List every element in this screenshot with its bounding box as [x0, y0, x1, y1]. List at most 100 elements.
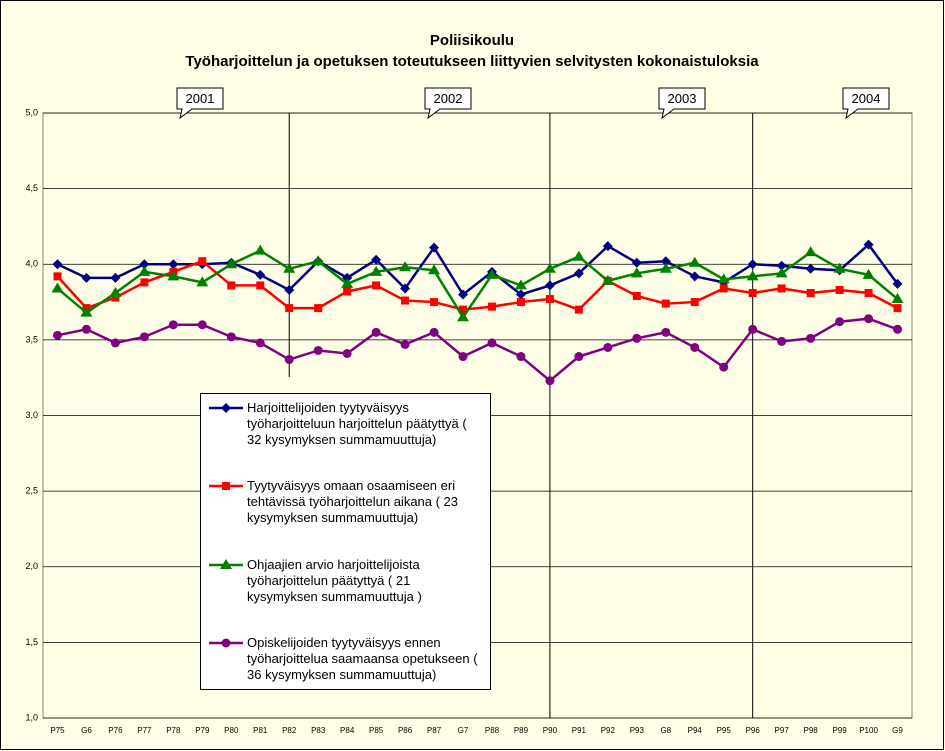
marker: [226, 332, 236, 342]
callout-box: [842, 87, 890, 120]
marker: [285, 304, 294, 313]
x-tick-label: G9: [892, 726, 903, 735]
x-tick-label: P80: [224, 726, 239, 735]
marker: [631, 257, 642, 268]
marker: [603, 342, 613, 352]
marker: [690, 298, 699, 307]
legend-item: Opiskelijoiden tyytyväisyys ennen työhar…: [209, 635, 480, 683]
legend: Harjoittelijoiden tyytyväisyys työharjoi…: [200, 393, 491, 690]
marker: [835, 317, 845, 327]
marker: [400, 339, 410, 349]
marker: [717, 273, 730, 284]
marker: [543, 262, 556, 273]
marker: [573, 268, 584, 279]
marker: [863, 239, 874, 250]
marker: [255, 338, 265, 348]
marker: [661, 299, 670, 308]
marker: [370, 265, 383, 276]
x-tick-label: P88: [485, 726, 500, 735]
marker: [862, 268, 875, 279]
x-tick-label: P83: [311, 726, 326, 735]
y-tick-label: 4,5: [25, 183, 38, 193]
marker: [487, 302, 496, 311]
marker: [893, 304, 902, 313]
x-tick-label: P95: [717, 726, 732, 735]
legend-item: Tyytyväisyys omaan osaamiseen eri tehtäv…: [209, 478, 480, 526]
series-line: [56, 259, 899, 312]
x-tick-label: P92: [601, 726, 616, 735]
x-tick-label: P93: [630, 726, 645, 735]
marker: [372, 281, 381, 290]
marker: [833, 262, 846, 273]
marker: [111, 293, 120, 302]
x-tick-label: P77: [137, 726, 152, 735]
chart-subtitle: Työharjoittelun ja opetuksen toteutuksee…: [185, 53, 759, 70]
marker: [429, 327, 439, 337]
x-tick-label: P78: [166, 726, 181, 735]
marker: [255, 269, 266, 280]
callout-box: [424, 87, 472, 120]
x-tick-label: P90: [543, 726, 558, 735]
marker: [601, 274, 614, 285]
x-tick-label: P75: [50, 726, 65, 735]
marker: [806, 333, 816, 343]
marker: [458, 289, 469, 300]
marker: [343, 287, 352, 296]
marker: [689, 271, 700, 282]
marker: [574, 305, 583, 314]
marker: [632, 333, 642, 343]
marker: [51, 282, 64, 293]
marker: [660, 256, 671, 267]
legend-label: Harjoittelijoiden tyytyväisyys työharjoi…: [247, 400, 467, 447]
legend-label: Opiskelijoiden tyytyväisyys ennen työhar…: [247, 634, 478, 682]
x-tick-label: P82: [282, 726, 297, 735]
marker: [545, 295, 554, 304]
marker: [312, 255, 325, 266]
marker: [659, 262, 672, 273]
x-tick-label: P99: [832, 726, 847, 735]
marker: [227, 281, 236, 290]
marker: [572, 250, 585, 261]
marker: [777, 284, 786, 293]
marker: [864, 288, 873, 297]
x-tick-label: P98: [803, 726, 818, 735]
marker: [110, 338, 120, 348]
marker: [748, 288, 757, 297]
annotation: 2002: [434, 91, 463, 106]
x-tick-label: P86: [398, 726, 413, 735]
x-tick-label: G7: [458, 726, 469, 735]
marker: [284, 284, 295, 295]
marker: [516, 298, 525, 307]
legend-item: Ohjaajien arvio harjoittelijoista työhar…: [209, 557, 480, 605]
y-tick-label: 2,0: [25, 561, 38, 571]
marker: [221, 403, 231, 413]
annotation: 2001: [186, 91, 215, 106]
marker: [196, 276, 209, 287]
marker: [776, 260, 787, 271]
x-tick-label: P76: [108, 726, 123, 735]
marker: [545, 376, 555, 386]
marker: [399, 261, 412, 272]
marker: [775, 267, 788, 278]
callout-box: [176, 87, 224, 120]
y-tick-label: 4,0: [25, 259, 38, 269]
annotation: 2004: [852, 91, 881, 106]
legend-swatch: [209, 403, 243, 413]
y-tick-label: 3,0: [25, 410, 38, 420]
y-tick-label: 1,5: [25, 637, 38, 647]
marker: [428, 264, 441, 275]
series-line: [57, 317, 898, 383]
marker: [487, 338, 497, 348]
marker: [893, 324, 903, 334]
marker: [167, 270, 180, 281]
x-tick-label: P94: [688, 726, 703, 735]
y-tick-label: 3,5: [25, 334, 38, 344]
legend-swatch: [209, 482, 243, 491]
marker: [254, 244, 267, 255]
x-tick-label: P81: [253, 726, 268, 735]
x-tick-label: G6: [81, 726, 92, 735]
x-tick-label: P79: [195, 726, 210, 735]
marker: [719, 362, 729, 372]
marker: [168, 320, 178, 330]
y-tick-label: 5,0: [25, 107, 38, 117]
